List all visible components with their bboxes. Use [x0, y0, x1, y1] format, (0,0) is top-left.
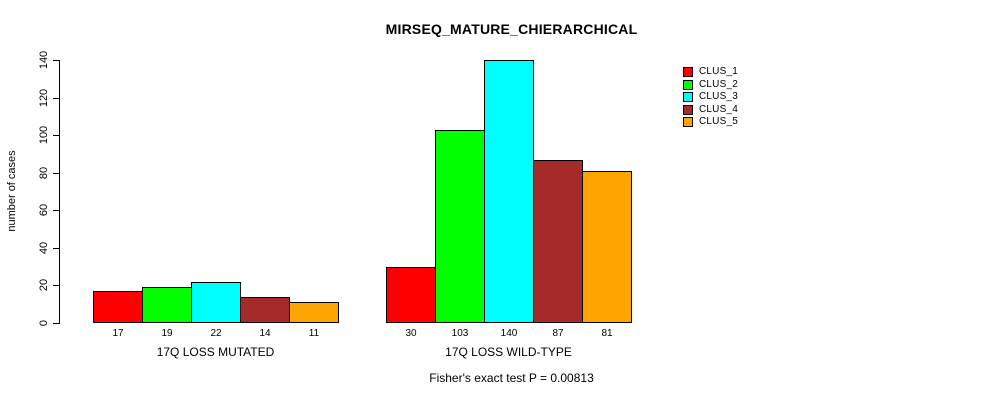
y-tick [53, 248, 59, 249]
bar-clus_5-1 [289, 302, 339, 323]
legend-item: CLUS_2 [683, 79, 738, 92]
category-label: 17Q LOSS WILD-TYPE [445, 345, 572, 359]
y-tick-label: 140 [38, 50, 50, 70]
y-tick [53, 285, 59, 286]
legend-label: CLUS_3 [699, 91, 738, 103]
bar-value-label: 30 [405, 328, 417, 339]
annotation-text: Fisher's exact test P = 0.00813 [429, 371, 594, 385]
bar-clus_5-2 [582, 171, 632, 323]
legend-swatch [683, 67, 693, 78]
legend-item: CLUS_5 [683, 116, 738, 129]
bar-clus_2-1 [142, 287, 192, 323]
bar-value-label: 17 [112, 328, 124, 339]
bar-clus_1-1 [93, 291, 143, 323]
legend-label: CLUS_2 [699, 78, 738, 90]
y-tick-label: 60 [38, 203, 50, 217]
y-tick-label: 0 [38, 319, 50, 327]
y-tick [53, 173, 59, 174]
bar-clus_3-1 [191, 282, 241, 323]
y-tick-label: 80 [38, 166, 50, 180]
y-tick [53, 135, 59, 136]
bar-value-label: 81 [601, 328, 613, 339]
y-tick-label: 100 [38, 125, 50, 145]
y-tick-label: 20 [38, 278, 50, 292]
legend-label: CLUS_1 [699, 66, 738, 78]
legend-item: CLUS_3 [683, 91, 738, 104]
bar-clus_3-2 [484, 60, 534, 323]
bar-clus_4-1 [240, 297, 290, 323]
y-tick [53, 323, 59, 324]
category-label: 17Q LOSS MUTATED [156, 345, 275, 359]
legend-item: CLUS_1 [683, 66, 738, 79]
bar-clus_1-2 [386, 267, 436, 323]
legend-swatch [683, 92, 693, 103]
bar-value-label: 87 [552, 328, 564, 339]
bar-value-label: 22 [210, 328, 222, 339]
y-axis-title: number of cases [6, 150, 18, 232]
legend-label: CLUS_4 [699, 103, 738, 115]
y-tick [53, 60, 59, 61]
y-tick-label: 120 [38, 88, 50, 108]
chart-title: MIRSEQ_MATURE_CHIERARCHICAL [385, 21, 638, 37]
legend-swatch [683, 79, 693, 90]
bar-value-label: 103 [451, 328, 469, 339]
y-tick-label: 40 [38, 241, 50, 255]
legend-swatch [683, 104, 693, 115]
y-tick [53, 210, 59, 211]
bar-clus_4-2 [533, 160, 583, 323]
bar-clus_2-2 [435, 130, 485, 323]
bar-value-label: 140 [500, 328, 518, 339]
bar-value-label: 11 [308, 328, 320, 339]
legend-label: CLUS_5 [699, 116, 738, 128]
legend: CLUS_1 CLUS_2 CLUS_3 CLUS_4 CLUS_5 [683, 66, 738, 129]
bar-value-label: 14 [259, 328, 271, 339]
y-tick [53, 98, 59, 99]
legend-swatch [683, 117, 693, 128]
y-axis-line [59, 60, 60, 324]
legend-item: CLUS_4 [683, 104, 738, 117]
bar-value-label: 19 [161, 328, 173, 339]
